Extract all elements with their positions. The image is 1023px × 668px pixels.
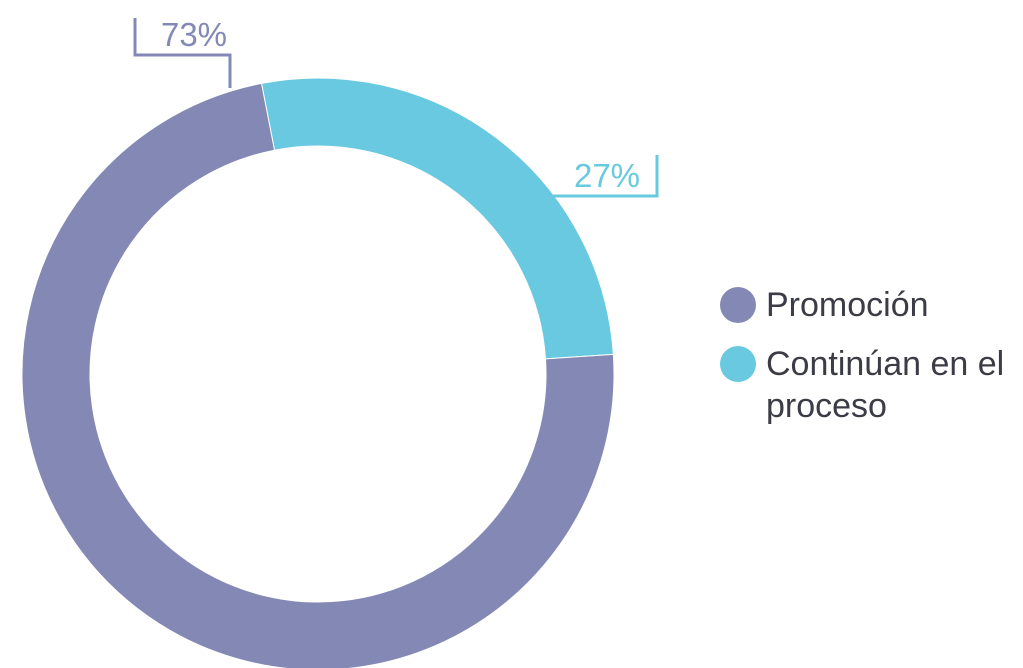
slice-callouts: 73% 27%: [133, 16, 659, 198]
legend-swatch-continuan: [720, 346, 756, 382]
slice-continuan: [260, 77, 614, 360]
legend-item-continuan: Continúan en el proceso: [720, 343, 1010, 427]
callout-line-continuan: [553, 155, 659, 198]
callout-line-promocion: [133, 18, 232, 88]
legend-item-promocion: Promoción: [720, 284, 1010, 326]
donut-slices: [21, 77, 615, 668]
legend-swatch-promocion: [720, 287, 756, 323]
legend-label-promocion: Promoción: [766, 286, 929, 324]
value-label-promocion: 73%: [161, 16, 227, 53]
slice-promocion: [21, 82, 615, 668]
chart-legend: Promoción Continúan en el proceso: [720, 284, 1010, 427]
value-label-continuan: 27%: [574, 157, 640, 194]
legend-label-continuan: Continúan en el proceso: [766, 345, 1005, 425]
